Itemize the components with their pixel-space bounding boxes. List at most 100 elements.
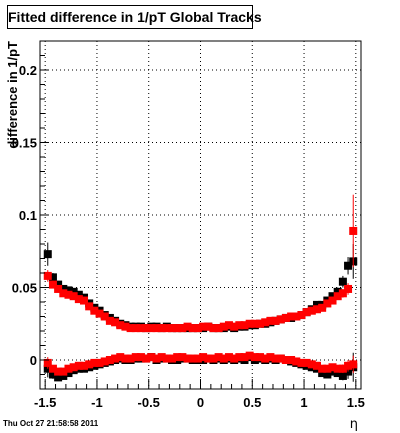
data-point [162, 354, 171, 363]
data-point [312, 300, 321, 309]
data-point [318, 369, 327, 378]
data-point [121, 322, 130, 331]
x-axis-label: η [350, 417, 358, 432]
timestamp: Thu Oct 27 21:58:58 2011 [3, 419, 99, 428]
data-point [64, 364, 73, 373]
data-point [292, 357, 301, 366]
data-point [235, 321, 244, 330]
data-point [85, 302, 94, 311]
x-tick-label: -0.5 [138, 395, 160, 410]
data-point [338, 289, 347, 298]
data-point [168, 324, 177, 333]
data-point [131, 353, 140, 362]
data-point [245, 351, 254, 360]
data-point [90, 306, 99, 315]
data-point [152, 324, 161, 333]
data-point [349, 226, 358, 235]
data-point [69, 292, 78, 301]
data-point [157, 324, 166, 333]
data-point [209, 324, 218, 333]
data-point [48, 364, 57, 373]
data-point [69, 363, 78, 372]
y-tick-label: 0.15 [12, 136, 37, 151]
x-tick-label: 1.5 [347, 395, 365, 410]
data-point [230, 354, 239, 363]
data-point [333, 369, 342, 378]
data-point [328, 367, 337, 376]
data-point [74, 290, 83, 299]
data-point [261, 318, 270, 327]
data-point [126, 324, 135, 333]
data-point [178, 353, 187, 362]
x-tick-label: 0.5 [243, 395, 261, 410]
data-point [240, 321, 249, 330]
data-point [48, 273, 57, 282]
data-point [188, 324, 197, 333]
data-point [323, 299, 332, 308]
data-point [338, 277, 347, 286]
data-point [105, 356, 114, 364]
data-point [256, 319, 265, 328]
data-point [214, 353, 223, 362]
axis-ticks [40, 40, 357, 390]
data-point [209, 354, 218, 363]
data-point [312, 305, 321, 314]
data-point [266, 353, 275, 362]
data-point [147, 353, 156, 362]
data-point [95, 309, 104, 318]
data-point [349, 360, 358, 369]
data-point [80, 296, 89, 305]
data-point [100, 357, 109, 366]
data-point [80, 361, 89, 370]
data-point [307, 360, 316, 369]
data-point [162, 324, 171, 333]
data-point [100, 312, 109, 321]
data-point [333, 292, 342, 301]
series-3 [43, 351, 358, 376]
data-point [287, 312, 296, 321]
data-point [266, 316, 275, 325]
data-point [183, 322, 192, 331]
data-point [214, 324, 223, 333]
x-tick-label: -1 [91, 395, 103, 410]
data-point [152, 354, 161, 363]
data-point [297, 311, 306, 320]
data-point [312, 361, 321, 370]
series-1 [43, 194, 358, 333]
data-point [281, 313, 290, 322]
data-point [302, 308, 311, 317]
data-point [178, 324, 187, 333]
data-point [157, 353, 166, 362]
data-point [240, 353, 249, 362]
data-point [173, 353, 182, 362]
data-point [116, 321, 125, 330]
data-point [69, 287, 78, 296]
data-point [48, 370, 57, 379]
data-point [59, 289, 68, 298]
data-point [261, 354, 270, 363]
data-point [105, 316, 114, 325]
data-point [292, 312, 301, 321]
data-point [338, 371, 347, 380]
data-point [344, 361, 353, 370]
data-point [199, 322, 208, 331]
y-tick-label: 0 [30, 353, 37, 368]
data-point [74, 361, 83, 370]
data-point [199, 353, 208, 362]
data-point [276, 315, 285, 324]
data-point [235, 353, 244, 362]
data-point [126, 354, 135, 363]
data-point [344, 261, 353, 270]
data-point [318, 303, 327, 312]
data-point [281, 356, 290, 364]
data-point [318, 364, 327, 373]
data-point [85, 360, 94, 369]
data-point [59, 367, 68, 376]
data-point [271, 354, 280, 363]
data-point [183, 354, 192, 363]
data-point [168, 354, 177, 363]
x-tick-label: 1 [300, 395, 307, 410]
data-point [121, 354, 130, 363]
data-point [64, 369, 73, 378]
